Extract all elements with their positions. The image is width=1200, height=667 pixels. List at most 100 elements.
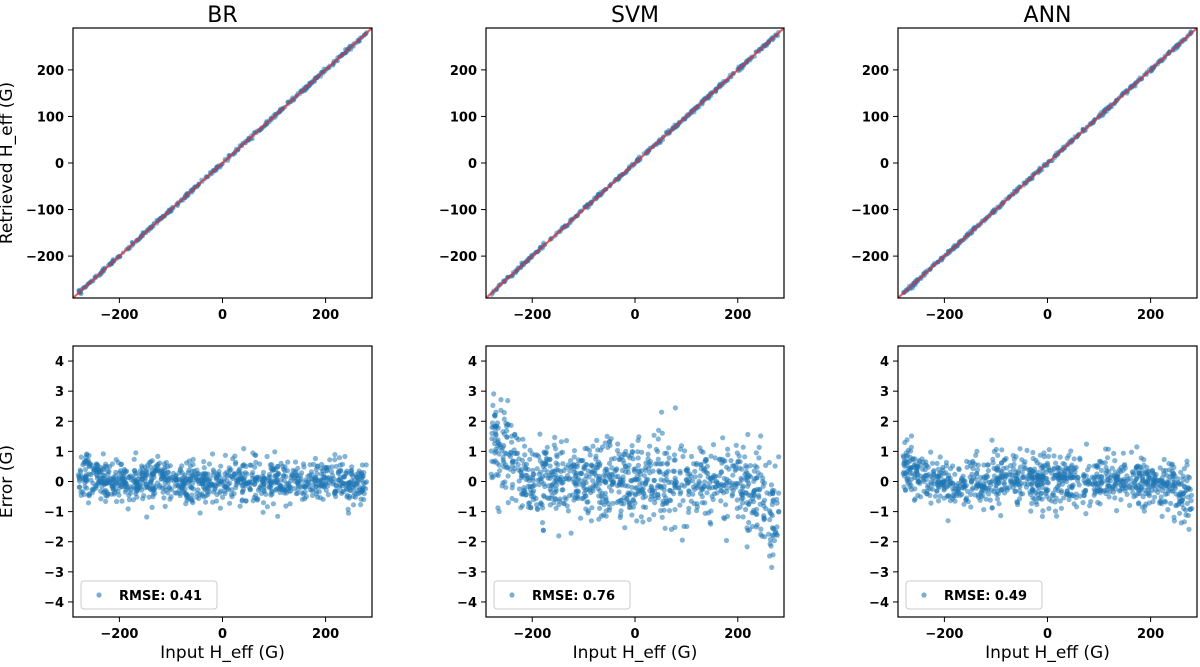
scatter-point <box>167 496 173 502</box>
scatter-point <box>1077 457 1083 463</box>
scatter-point <box>663 472 669 478</box>
scatter-point <box>733 442 739 448</box>
scatter-point <box>1045 453 1052 459</box>
scatter-point <box>350 502 357 508</box>
scatter-point <box>710 442 717 448</box>
scatter-point <box>123 469 129 475</box>
scatter-point <box>607 442 613 448</box>
scatter-point <box>535 506 541 513</box>
scatter-point <box>768 482 775 488</box>
scatter-point <box>126 492 132 498</box>
scatter-point <box>1124 473 1130 479</box>
scatter-point <box>651 432 657 438</box>
scatter-point <box>656 427 662 433</box>
scatter-point <box>769 489 776 495</box>
scatter-point <box>1073 464 1079 470</box>
scatter-point <box>1144 479 1151 485</box>
scatter-point <box>270 501 276 507</box>
scatter-point <box>213 498 220 504</box>
scatter-point <box>688 453 695 460</box>
scatter-point <box>1184 462 1190 468</box>
scatter-point <box>963 497 969 503</box>
scatter-point <box>734 505 740 512</box>
scatter-point <box>1059 481 1066 487</box>
scatter-point <box>724 464 730 470</box>
scatter-point <box>217 505 223 511</box>
scatter-point <box>651 477 657 483</box>
y-tick-label: −1 <box>869 506 889 521</box>
scatter-point <box>671 457 677 463</box>
scatter-point <box>694 504 701 510</box>
scatter-point <box>725 452 731 458</box>
scatter-point <box>1181 466 1187 472</box>
scatter-point <box>1170 471 1177 477</box>
scatter-point <box>549 493 555 499</box>
scatter-point <box>1052 508 1059 514</box>
scatter-point <box>937 493 943 499</box>
scatter-point <box>505 398 511 404</box>
scatter-point <box>200 478 206 484</box>
scatter-point <box>332 452 338 458</box>
scatter-point <box>559 487 565 493</box>
scatter-point <box>772 463 778 469</box>
scatter-point <box>346 485 352 491</box>
scatter-point <box>516 456 522 462</box>
legend-label: RMSE: 0.76 <box>532 589 615 604</box>
scatter-point <box>653 461 659 467</box>
scatter-point <box>1011 480 1017 486</box>
scatter-point <box>193 471 199 478</box>
scatter-point <box>729 491 736 497</box>
y-tick-label: 1 <box>880 445 889 460</box>
scatter-point <box>82 466 89 473</box>
scatter-point <box>1185 474 1191 480</box>
scatter-point <box>530 477 536 484</box>
scatter-point <box>1091 492 1097 498</box>
scatter-point <box>116 482 122 488</box>
scatter-point <box>1186 526 1192 532</box>
scatter-point <box>905 447 912 453</box>
scatter-point <box>766 459 772 466</box>
scatter-point <box>1050 476 1056 482</box>
scatter-point <box>1004 485 1010 491</box>
scatter-point <box>157 460 163 466</box>
scatter-point <box>105 472 111 478</box>
scatter-point <box>196 480 202 487</box>
scatter-point <box>237 503 243 509</box>
scatter-point <box>109 483 115 489</box>
scatter-point <box>718 498 724 504</box>
scatter-point <box>757 501 763 507</box>
scatter-point <box>1080 473 1087 479</box>
scatter-point <box>1046 447 1052 453</box>
scatter-point <box>746 527 753 533</box>
scatter-point <box>725 446 731 452</box>
scatter-point <box>968 479 975 485</box>
scatter-point <box>500 457 506 463</box>
scatter-point <box>1102 460 1108 466</box>
scatter-point <box>545 469 551 475</box>
scatter-point <box>698 462 704 468</box>
scatter-point <box>681 523 687 530</box>
scatter-point <box>100 451 106 457</box>
legend-label: RMSE: 0.49 <box>944 589 1027 604</box>
scatter-point <box>541 460 547 466</box>
scatter-point <box>1064 455 1070 461</box>
scatter-point <box>974 470 980 476</box>
scatter-point <box>493 424 499 430</box>
scatter-point <box>713 480 720 486</box>
scatter-point <box>490 402 496 408</box>
scatter-point <box>947 475 953 481</box>
legend-marker <box>921 592 927 598</box>
scatter-point <box>991 473 998 479</box>
scatter-point <box>93 469 99 475</box>
scatter-point <box>510 468 516 474</box>
scatter-point <box>617 514 623 521</box>
scatter-point <box>669 488 675 495</box>
scatter-point <box>202 485 208 491</box>
scatter-point <box>998 513 1004 519</box>
scatter-point <box>909 470 915 476</box>
scatter-point <box>1161 456 1167 463</box>
scatter-point <box>491 459 497 465</box>
scatter-point <box>165 464 171 470</box>
scatter-point <box>553 472 559 478</box>
x-tick-label: −200 <box>100 308 138 323</box>
